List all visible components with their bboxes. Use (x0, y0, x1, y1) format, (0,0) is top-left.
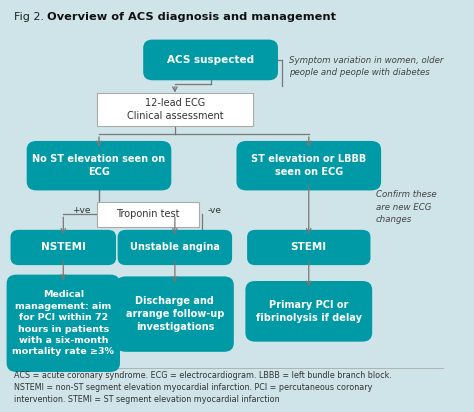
Text: NSTEMI: NSTEMI (41, 243, 86, 253)
Text: 12-lead ECG
Clinical assessment: 12-lead ECG Clinical assessment (127, 98, 223, 121)
FancyBboxPatch shape (247, 230, 371, 265)
Text: ST elevation or LBBB
seen on ECG: ST elevation or LBBB seen on ECG (251, 154, 366, 177)
FancyBboxPatch shape (246, 281, 372, 342)
FancyBboxPatch shape (143, 40, 278, 80)
FancyBboxPatch shape (97, 202, 200, 227)
FancyBboxPatch shape (7, 275, 120, 372)
FancyBboxPatch shape (97, 94, 253, 126)
FancyBboxPatch shape (10, 230, 116, 265)
Text: Unstable angina: Unstable angina (130, 243, 220, 253)
Text: +ve: +ve (72, 206, 91, 215)
Text: Overview of ACS diagnosis and management: Overview of ACS diagnosis and management (47, 12, 336, 22)
Text: Primary PCI or
fibrinolysis if delay: Primary PCI or fibrinolysis if delay (256, 300, 362, 323)
Text: ACS suspected: ACS suspected (167, 55, 254, 65)
Text: Medical
management: aim
for PCI within 72
hours in patients
with a six-month
mor: Medical management: aim for PCI within 7… (12, 290, 114, 356)
FancyBboxPatch shape (116, 276, 234, 352)
Text: Confirm these
are new ECG
changes: Confirm these are new ECG changes (376, 190, 437, 224)
Text: Discharge and
arrange follow-up
investigations: Discharge and arrange follow-up investig… (126, 296, 224, 332)
FancyBboxPatch shape (27, 141, 171, 190)
Text: Fig 2.: Fig 2. (14, 12, 48, 22)
Text: No ST elevation seen on
ECG: No ST elevation seen on ECG (32, 154, 165, 177)
Text: STEMI: STEMI (291, 243, 327, 253)
Text: Troponin test: Troponin test (116, 209, 180, 219)
FancyBboxPatch shape (118, 230, 232, 265)
Text: ACS = acute coronary syndrome. ECG = electrocardiogram. LBBB = left bundle branc: ACS = acute coronary syndrome. ECG = ele… (14, 371, 392, 404)
Text: -ve: -ve (208, 206, 222, 215)
FancyBboxPatch shape (237, 141, 381, 190)
Text: Symptom variation in women, older
people and people with diabetes: Symptom variation in women, older people… (289, 56, 443, 77)
